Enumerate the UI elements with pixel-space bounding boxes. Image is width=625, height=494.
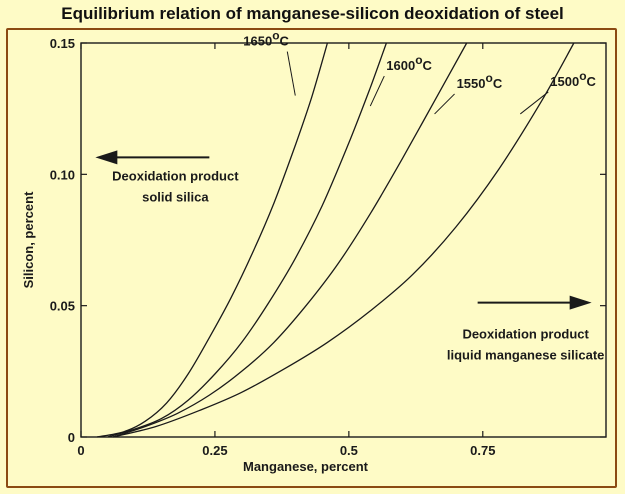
x-tick-label: 0.5 [340, 443, 358, 458]
y-tick-label: 0.15 [50, 36, 75, 51]
curve-label: 1600oC [386, 53, 432, 73]
curve-label-leader [369, 75, 385, 107]
series-line-3 [112, 42, 575, 438]
curve-label: 1500oC [550, 69, 596, 89]
annotation-text: solid silica [142, 189, 209, 204]
annotation-text: liquid manganese silicate [447, 348, 605, 363]
annotation-text: Deoxidation product [462, 327, 589, 342]
chart-frame [6, 28, 617, 488]
annotation-arrow-head [569, 295, 592, 310]
y-tick-label: 0.05 [50, 299, 75, 314]
series-line-1 [107, 42, 388, 438]
curve-label-leader [434, 93, 455, 115]
chart-title: Equilibrium relation of manganese-silico… [61, 4, 564, 23]
y-tick-label: 0.10 [50, 167, 75, 182]
curve-label-leader [519, 91, 549, 115]
y-axis-label: Silicon, percent [21, 191, 36, 288]
series-line-2 [112, 42, 468, 438]
x-tick-label: 0 [77, 443, 84, 458]
plot-area [80, 42, 607, 438]
series-line-0 [96, 42, 329, 438]
curve-label-leader [286, 51, 296, 96]
x-tick-label: 0.25 [202, 443, 227, 458]
annotation-text: Deoxidation product [112, 168, 239, 183]
x-tick-label: 0.75 [470, 443, 495, 458]
y-tick-label: 0 [68, 430, 75, 445]
x-axis-label: Manganese, percent [243, 459, 369, 474]
curve-label: 1650oC [243, 29, 289, 49]
annotation-arrow-head [95, 150, 118, 165]
curve-label: 1550oC [457, 71, 503, 91]
